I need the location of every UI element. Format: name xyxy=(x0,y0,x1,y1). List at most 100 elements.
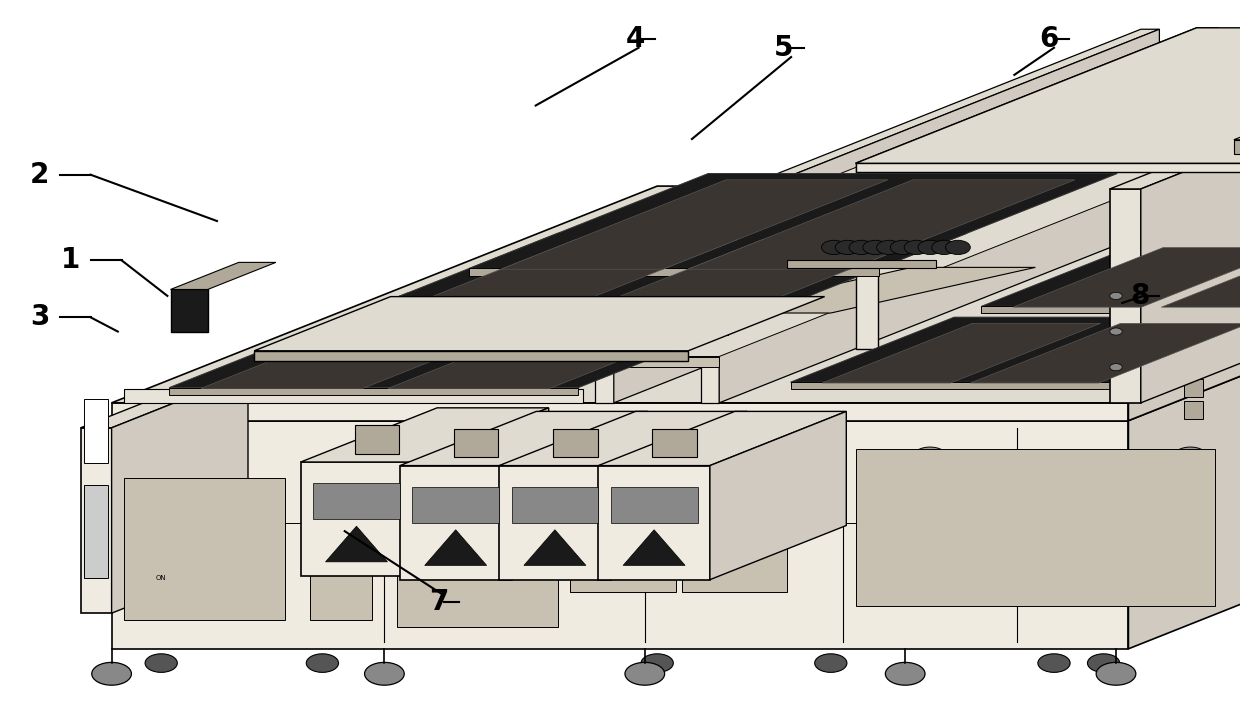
Polygon shape xyxy=(688,180,1075,270)
Circle shape xyxy=(1110,328,1122,335)
Polygon shape xyxy=(553,429,598,458)
Circle shape xyxy=(1110,364,1122,371)
Polygon shape xyxy=(84,485,108,578)
Circle shape xyxy=(815,654,847,672)
Circle shape xyxy=(877,240,901,255)
Polygon shape xyxy=(682,520,787,592)
Circle shape xyxy=(821,240,847,255)
Polygon shape xyxy=(595,246,614,403)
Polygon shape xyxy=(501,180,888,270)
Polygon shape xyxy=(388,299,775,389)
Circle shape xyxy=(365,662,404,685)
Polygon shape xyxy=(511,411,647,580)
Polygon shape xyxy=(469,268,878,275)
Polygon shape xyxy=(498,466,611,580)
Polygon shape xyxy=(112,204,1240,421)
Polygon shape xyxy=(355,426,399,454)
Polygon shape xyxy=(982,241,1240,307)
Text: 8: 8 xyxy=(1130,282,1149,310)
Polygon shape xyxy=(822,324,1101,383)
Polygon shape xyxy=(81,428,112,613)
Polygon shape xyxy=(1128,204,1240,649)
Polygon shape xyxy=(1141,0,1240,403)
Polygon shape xyxy=(325,526,387,562)
Circle shape xyxy=(1110,292,1122,299)
Polygon shape xyxy=(652,429,697,458)
Polygon shape xyxy=(701,246,719,403)
Polygon shape xyxy=(124,478,285,620)
Polygon shape xyxy=(124,389,583,403)
Polygon shape xyxy=(412,487,498,523)
Circle shape xyxy=(885,662,925,685)
Polygon shape xyxy=(112,421,1128,649)
Polygon shape xyxy=(707,267,1035,313)
Text: 7: 7 xyxy=(429,588,449,617)
Polygon shape xyxy=(856,28,1240,163)
Circle shape xyxy=(92,662,131,685)
Circle shape xyxy=(641,654,673,672)
Polygon shape xyxy=(787,260,936,268)
Polygon shape xyxy=(320,328,728,335)
Polygon shape xyxy=(611,487,697,523)
Circle shape xyxy=(1038,654,1070,672)
Polygon shape xyxy=(701,29,1240,246)
Polygon shape xyxy=(171,262,277,289)
Polygon shape xyxy=(312,483,399,519)
Text: 5: 5 xyxy=(774,34,794,63)
Polygon shape xyxy=(399,466,511,580)
Polygon shape xyxy=(320,233,967,328)
Polygon shape xyxy=(622,530,684,565)
Polygon shape xyxy=(424,530,486,565)
Polygon shape xyxy=(856,28,1219,163)
Polygon shape xyxy=(1128,186,1240,421)
Circle shape xyxy=(904,240,929,255)
Polygon shape xyxy=(611,411,746,580)
Circle shape xyxy=(945,240,971,255)
Polygon shape xyxy=(791,317,1240,382)
Polygon shape xyxy=(523,530,587,565)
Polygon shape xyxy=(171,289,208,332)
Polygon shape xyxy=(169,388,578,395)
Text: 3: 3 xyxy=(30,303,50,332)
Circle shape xyxy=(849,240,874,255)
Circle shape xyxy=(890,240,915,255)
Polygon shape xyxy=(112,374,248,613)
Polygon shape xyxy=(599,411,846,466)
Polygon shape xyxy=(595,356,719,367)
Text: 4: 4 xyxy=(625,25,645,53)
Text: 6: 6 xyxy=(1039,25,1059,53)
Polygon shape xyxy=(709,411,846,580)
Circle shape xyxy=(1173,447,1208,467)
Polygon shape xyxy=(1013,247,1240,307)
Circle shape xyxy=(625,662,665,685)
Circle shape xyxy=(931,240,956,255)
Polygon shape xyxy=(1184,401,1203,419)
Polygon shape xyxy=(81,374,248,428)
Circle shape xyxy=(1096,662,1136,685)
Circle shape xyxy=(145,654,177,672)
Polygon shape xyxy=(469,173,1117,268)
Polygon shape xyxy=(1184,379,1203,397)
Polygon shape xyxy=(498,411,746,466)
Circle shape xyxy=(1087,654,1120,672)
Polygon shape xyxy=(595,54,1240,271)
Polygon shape xyxy=(399,411,647,466)
Polygon shape xyxy=(719,29,1240,403)
Polygon shape xyxy=(1234,99,1240,140)
Polygon shape xyxy=(1110,189,1141,403)
Polygon shape xyxy=(595,97,1240,314)
Polygon shape xyxy=(310,556,372,620)
Polygon shape xyxy=(1234,140,1240,154)
Text: ON: ON xyxy=(156,575,166,580)
Polygon shape xyxy=(412,408,549,576)
Polygon shape xyxy=(84,399,108,463)
Polygon shape xyxy=(310,492,372,549)
Polygon shape xyxy=(595,29,1159,246)
Polygon shape xyxy=(169,293,817,388)
Polygon shape xyxy=(112,403,1128,421)
Polygon shape xyxy=(300,408,549,462)
Polygon shape xyxy=(538,240,925,329)
Polygon shape xyxy=(595,140,1240,356)
Circle shape xyxy=(640,447,675,467)
Polygon shape xyxy=(201,299,588,389)
